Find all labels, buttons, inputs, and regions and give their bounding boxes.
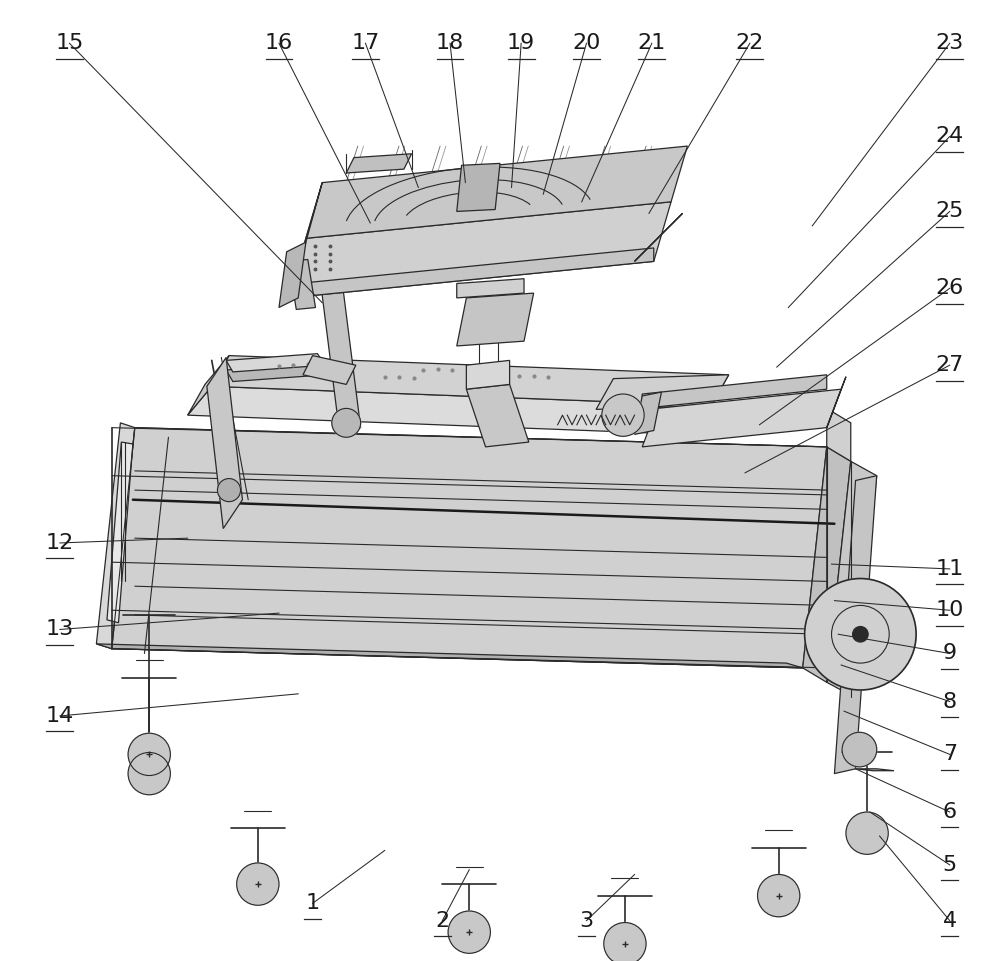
Polygon shape — [635, 213, 683, 261]
Polygon shape — [112, 428, 827, 668]
Polygon shape — [466, 384, 529, 447]
Polygon shape — [466, 360, 510, 389]
Polygon shape — [107, 442, 133, 623]
Text: 5: 5 — [943, 855, 957, 875]
Text: 14: 14 — [46, 706, 74, 726]
Polygon shape — [856, 769, 894, 771]
Text: 8: 8 — [943, 692, 957, 711]
Text: 25: 25 — [936, 202, 964, 221]
Text: 21: 21 — [638, 34, 666, 53]
Polygon shape — [212, 356, 729, 406]
Polygon shape — [303, 356, 356, 384]
Polygon shape — [457, 163, 500, 211]
Text: 16: 16 — [265, 34, 293, 53]
Polygon shape — [226, 354, 325, 372]
Circle shape — [602, 394, 644, 436]
Polygon shape — [188, 386, 711, 434]
Text: 3: 3 — [579, 911, 594, 930]
Circle shape — [128, 752, 170, 795]
Text: 9: 9 — [943, 644, 957, 663]
Circle shape — [448, 911, 490, 953]
Polygon shape — [289, 259, 315, 309]
Polygon shape — [346, 154, 412, 173]
Text: 20: 20 — [572, 34, 601, 53]
Polygon shape — [289, 183, 322, 298]
Circle shape — [758, 875, 800, 917]
Text: 18: 18 — [436, 34, 464, 53]
Polygon shape — [642, 375, 827, 408]
Text: 13: 13 — [46, 620, 74, 639]
Polygon shape — [188, 356, 229, 415]
Polygon shape — [803, 447, 851, 682]
Circle shape — [604, 923, 646, 961]
Text: 27: 27 — [936, 356, 964, 375]
Text: 11: 11 — [936, 559, 964, 579]
Polygon shape — [827, 377, 846, 428]
Text: 4: 4 — [943, 911, 957, 930]
Polygon shape — [315, 238, 361, 432]
Polygon shape — [596, 375, 729, 409]
Circle shape — [237, 863, 279, 905]
Polygon shape — [207, 357, 242, 529]
Polygon shape — [96, 644, 803, 668]
Text: 22: 22 — [736, 34, 764, 53]
Text: 12: 12 — [46, 533, 74, 553]
Text: 19: 19 — [507, 34, 535, 53]
Polygon shape — [834, 476, 877, 774]
Circle shape — [805, 579, 916, 690]
Circle shape — [217, 479, 241, 502]
Polygon shape — [457, 293, 534, 346]
Circle shape — [842, 732, 877, 767]
Text: 15: 15 — [55, 34, 84, 53]
Text: 26: 26 — [936, 279, 964, 298]
Circle shape — [853, 627, 868, 642]
Polygon shape — [827, 408, 851, 461]
Circle shape — [128, 733, 170, 776]
Text: 1: 1 — [306, 894, 320, 913]
Polygon shape — [306, 146, 687, 238]
Circle shape — [332, 408, 361, 437]
Polygon shape — [279, 242, 306, 308]
Polygon shape — [289, 202, 671, 298]
Polygon shape — [827, 461, 877, 697]
Polygon shape — [642, 389, 841, 447]
Text: 10: 10 — [936, 601, 964, 620]
Text: 6: 6 — [943, 802, 957, 822]
Polygon shape — [96, 423, 135, 649]
Circle shape — [846, 812, 888, 854]
Polygon shape — [289, 248, 654, 298]
Text: 17: 17 — [351, 34, 380, 53]
Polygon shape — [457, 279, 524, 298]
Text: 2: 2 — [435, 911, 449, 930]
Text: 24: 24 — [936, 127, 964, 146]
Polygon shape — [635, 392, 661, 434]
Text: 23: 23 — [936, 34, 964, 53]
Polygon shape — [226, 363, 325, 382]
Text: 7: 7 — [943, 745, 957, 764]
